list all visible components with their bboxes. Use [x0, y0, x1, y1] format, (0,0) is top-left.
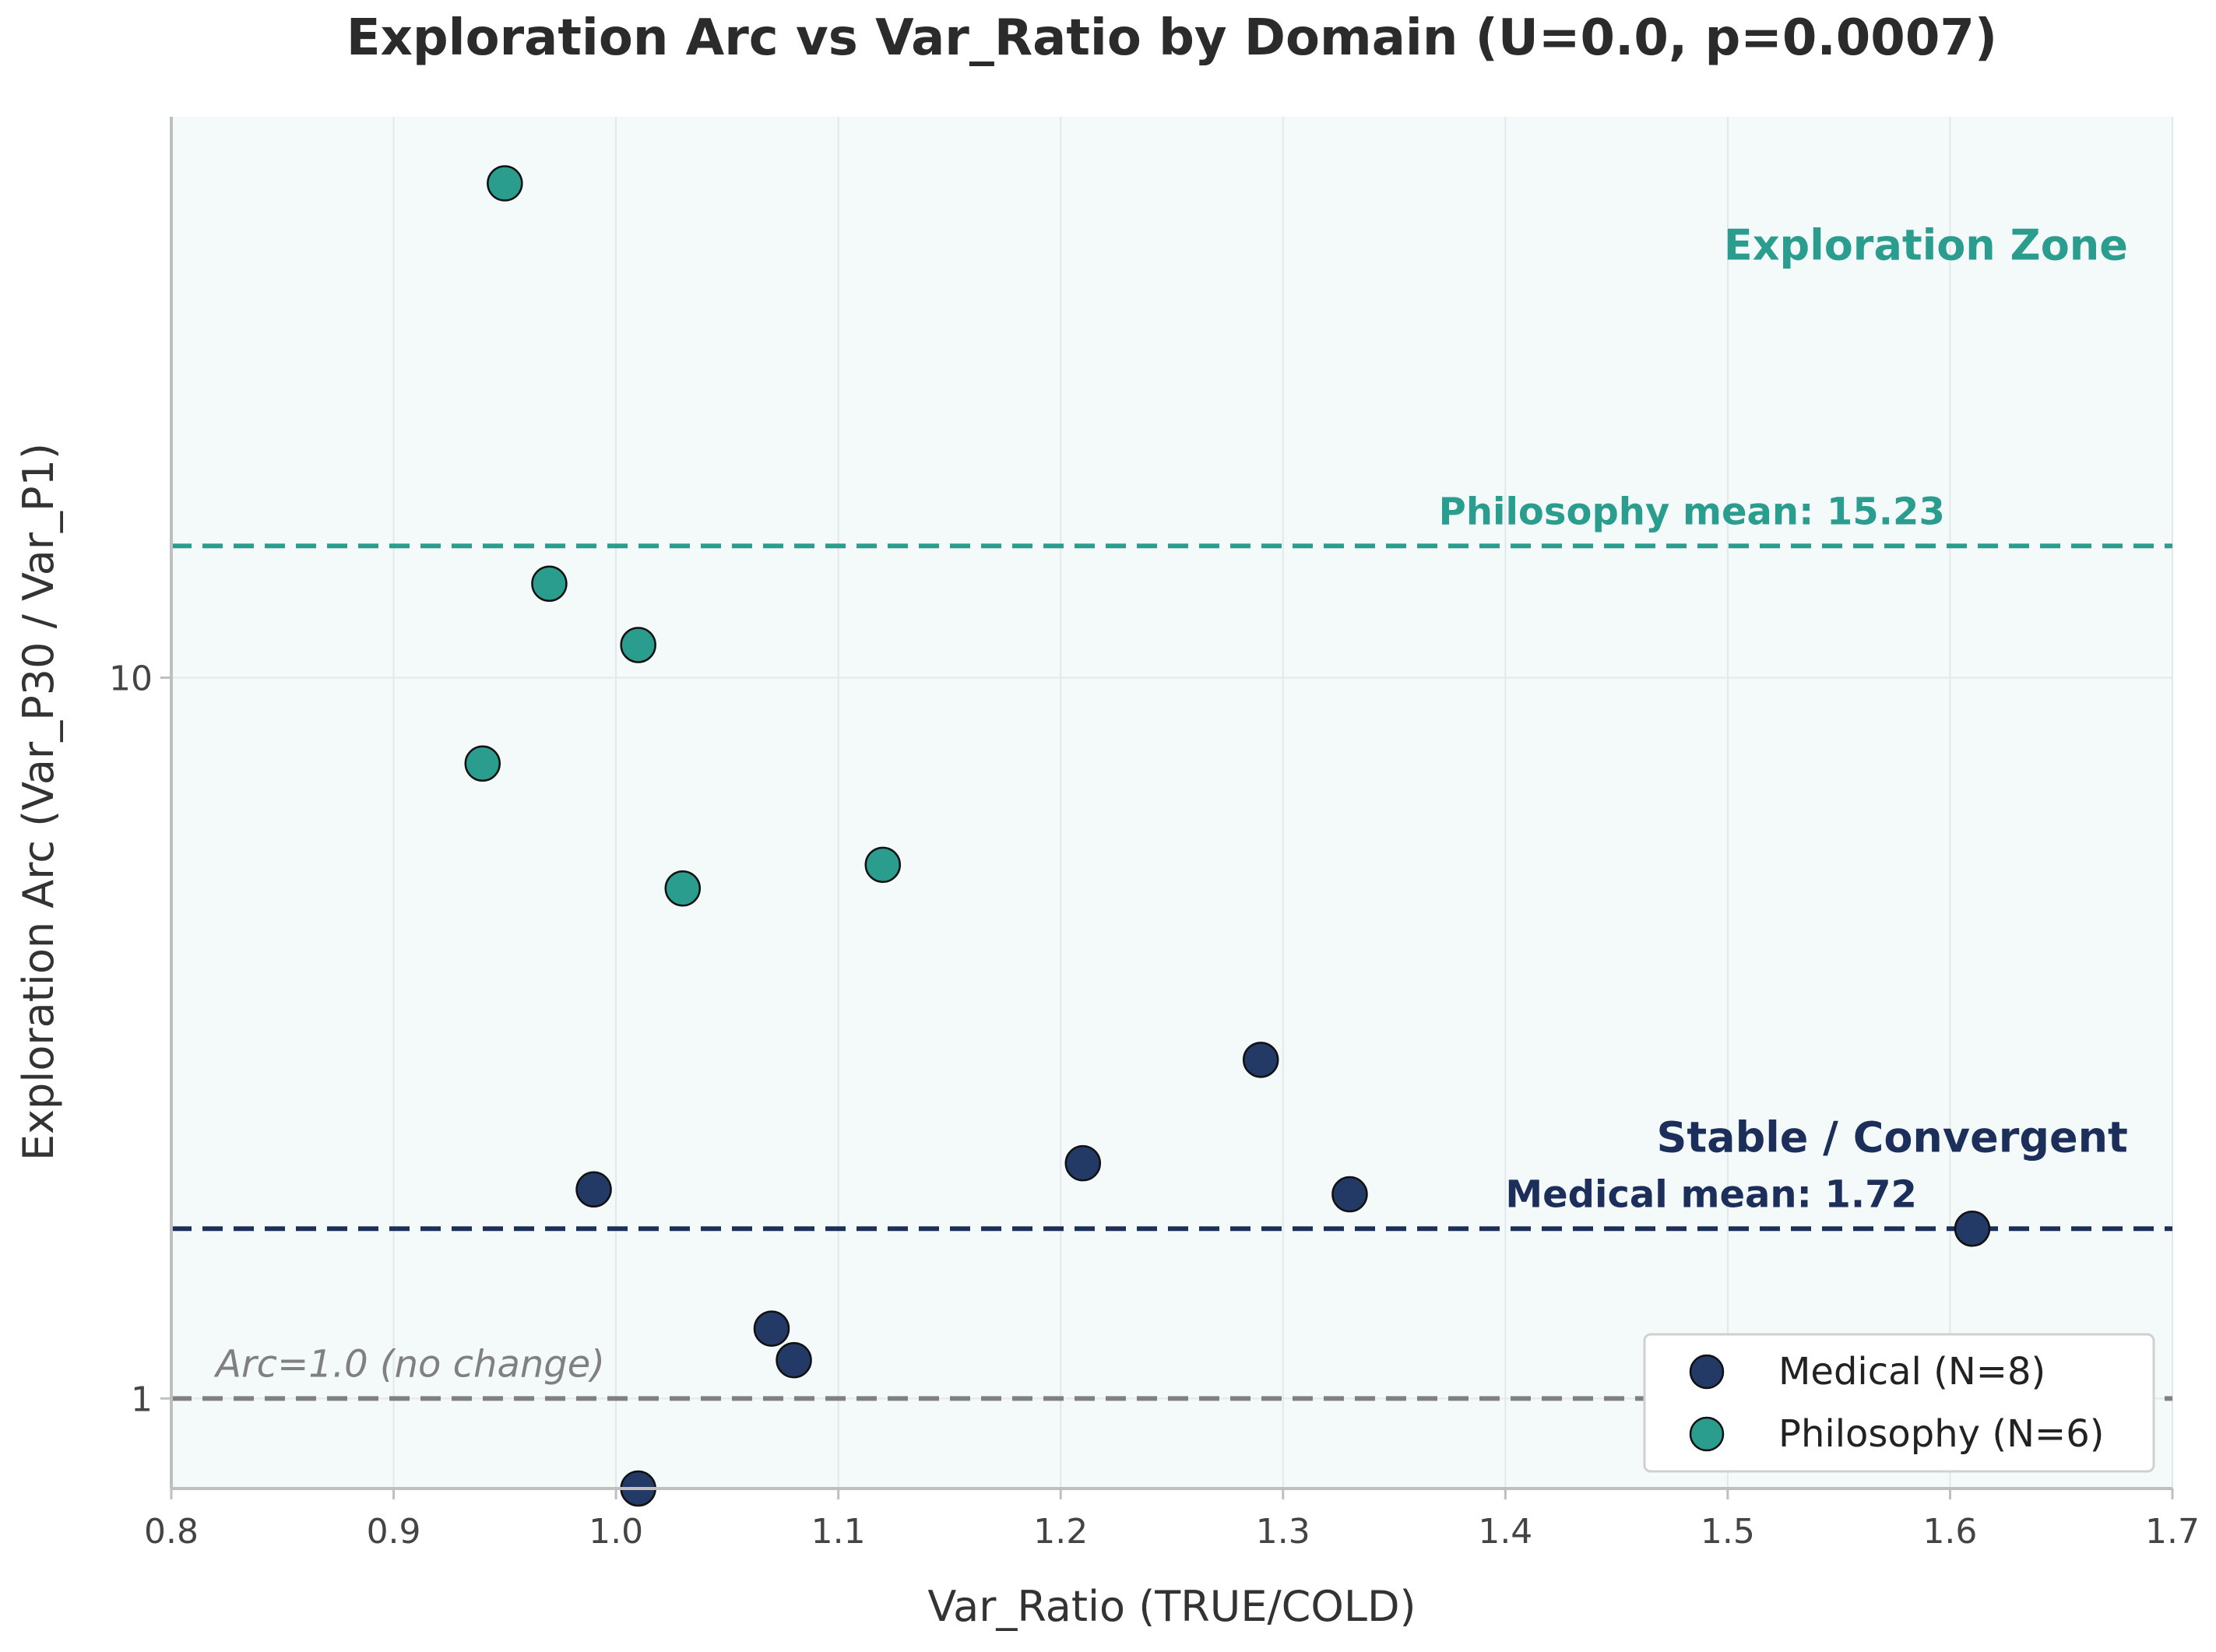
zone-annotation: Exploration Zone — [1724, 221, 2128, 270]
x-tick-label: 1.1 — [811, 1512, 866, 1552]
x-tick-label: 1.5 — [1701, 1512, 1755, 1552]
data-point — [1064, 1144, 1102, 1182]
data-point — [1242, 1042, 1279, 1078]
x-tick-label: 0.9 — [367, 1512, 421, 1552]
x-tick-label: 1.6 — [1922, 1512, 1977, 1552]
data-point — [776, 1341, 812, 1379]
data-point — [753, 1310, 790, 1347]
data-point — [864, 846, 902, 884]
legend-marker — [1689, 1416, 1725, 1452]
zone-annotation: Stable / Convergent — [1656, 1112, 2127, 1162]
x-tick-label: 1.0 — [589, 1512, 643, 1552]
data-point — [664, 870, 702, 907]
x-axis-label: Var_Ratio (TRUE/COLD) — [927, 1582, 1416, 1631]
reference-line-label: Philosophy mean: 15.23 — [1439, 490, 1945, 533]
x-tick-label: 0.8 — [144, 1512, 199, 1552]
x-tick-label: 1.2 — [1033, 1512, 1088, 1552]
reference-line-label: Medical mean: 1.72 — [1505, 1172, 1917, 1216]
legend-entry-label: Medical (N=8) — [1778, 1350, 2045, 1394]
x-tick-label: 1.7 — [2145, 1512, 2200, 1552]
data-point — [464, 745, 501, 782]
data-point — [1331, 1176, 1368, 1213]
data-point — [531, 565, 568, 603]
data-point — [620, 627, 656, 663]
data-point — [487, 165, 523, 202]
x-tick-label: 1.3 — [1256, 1512, 1310, 1552]
y-tick-label: 1 — [131, 1380, 153, 1419]
legend-entry-label: Philosophy (N=6) — [1778, 1412, 2104, 1456]
plot-area — [171, 117, 2172, 1489]
chart-title: Exploration Arc vs Var_Ratio by Domain (… — [346, 9, 1997, 67]
legend-marker — [1689, 1354, 1725, 1390]
reference-line-label: Arc=1.0 (no change) — [213, 1342, 605, 1386]
legend — [1643, 1333, 2155, 1473]
x-tick-label: 1.4 — [1478, 1512, 1532, 1552]
y-axis-label: Exploration Arc (Var_P30 / Var_P1) — [14, 443, 63, 1161]
data-point — [1954, 1211, 1991, 1247]
y-tick-label: 10 — [109, 659, 153, 698]
data-point — [575, 1171, 612, 1208]
